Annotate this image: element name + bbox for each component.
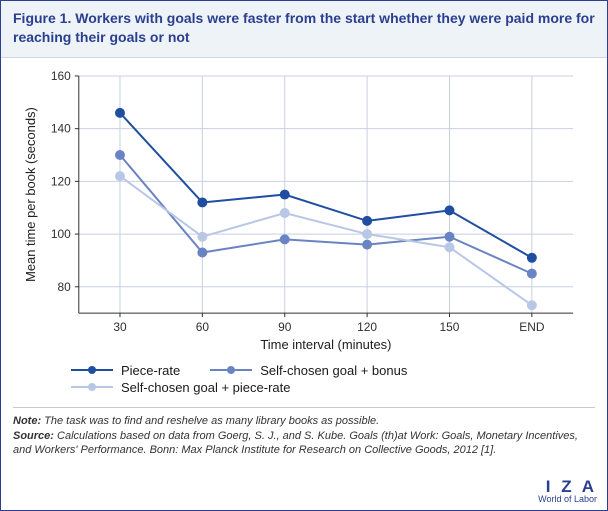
legend-item: Piece-rate (71, 363, 180, 378)
source-post: . Bonn: Max Planck Institute for Researc… (143, 444, 496, 456)
series-line (120, 113, 532, 258)
logo-sub: World of Labor (538, 495, 597, 504)
legend-item: Self-chosen goal + bonus (210, 363, 407, 378)
series-marker (527, 253, 537, 263)
series-line (120, 155, 532, 274)
series-marker (445, 232, 455, 242)
source-line: Source: Calculations based on data from … (13, 429, 595, 459)
series-marker (362, 229, 372, 239)
x-tick: 150 (440, 320, 460, 334)
series-marker (197, 232, 207, 242)
series-marker (280, 208, 290, 218)
source-label: Source: (13, 430, 54, 442)
source-pre: Calculations based on data from Goerg, S… (54, 430, 349, 442)
chart-area: 80 100 120 140 160 30 60 90 120 150 END Time interv… (1, 58, 607, 359)
series-marker (362, 216, 372, 226)
legend-item: Self-chosen goal + piece-rate (71, 380, 290, 395)
x-tick: 30 (113, 320, 127, 334)
series-marker (527, 300, 537, 310)
legend-swatch (71, 380, 113, 394)
legend-label: Self-chosen goal + piece-rate (121, 380, 290, 395)
x-axis-label: Time interval (minutes) (260, 337, 391, 352)
legend-swatch (71, 363, 113, 377)
y-tick: 140 (51, 121, 71, 135)
x-tick: 120 (357, 320, 377, 334)
y-axis-label: Mean time per book (seconds) (23, 107, 38, 282)
figure-title: Figure 1. Workers with goals were faster… (13, 9, 595, 47)
series-marker (362, 239, 372, 249)
y-tick: 100 (51, 227, 71, 241)
series-marker (115, 108, 125, 118)
footnotes: Note: The task was to find and reshelve … (13, 407, 595, 459)
y-tick: 120 (51, 174, 71, 188)
series-marker (197, 197, 207, 207)
legend-label: Self-chosen goal + bonus (260, 363, 407, 378)
x-tick: 60 (196, 320, 210, 334)
figure-container: Figure 1. Workers with goals were faster… (0, 0, 608, 511)
series-marker (445, 205, 455, 215)
legend: Piece-rate Self-chosen goal + bonus Self-c… (1, 359, 607, 401)
title-bar: Figure 1. Workers with goals were faster… (1, 1, 607, 58)
y-tick: 160 (51, 69, 71, 83)
series-marker (280, 189, 290, 199)
series-line (120, 176, 532, 305)
series-marker (527, 268, 537, 278)
iza-logo: I Z A World of Labor (538, 478, 597, 504)
note-label: Note: (13, 415, 41, 427)
series-marker (115, 171, 125, 181)
x-tick: END (519, 320, 545, 334)
line-chart: 80 100 120 140 160 30 60 90 120 150 END Time interv… (17, 66, 591, 355)
y-tick: 80 (58, 280, 72, 294)
legend-label: Piece-rate (121, 363, 180, 378)
legend-swatch (210, 363, 252, 377)
logo-primary: I Z A (538, 478, 597, 495)
series-marker (445, 242, 455, 252)
series-marker (115, 150, 125, 160)
note-text: The task was to find and reshelve as man… (41, 415, 379, 427)
note-line: Note: The task was to find and reshelve … (13, 414, 595, 429)
series-marker (197, 247, 207, 257)
x-tick: 90 (278, 320, 292, 334)
series-marker (280, 234, 290, 244)
